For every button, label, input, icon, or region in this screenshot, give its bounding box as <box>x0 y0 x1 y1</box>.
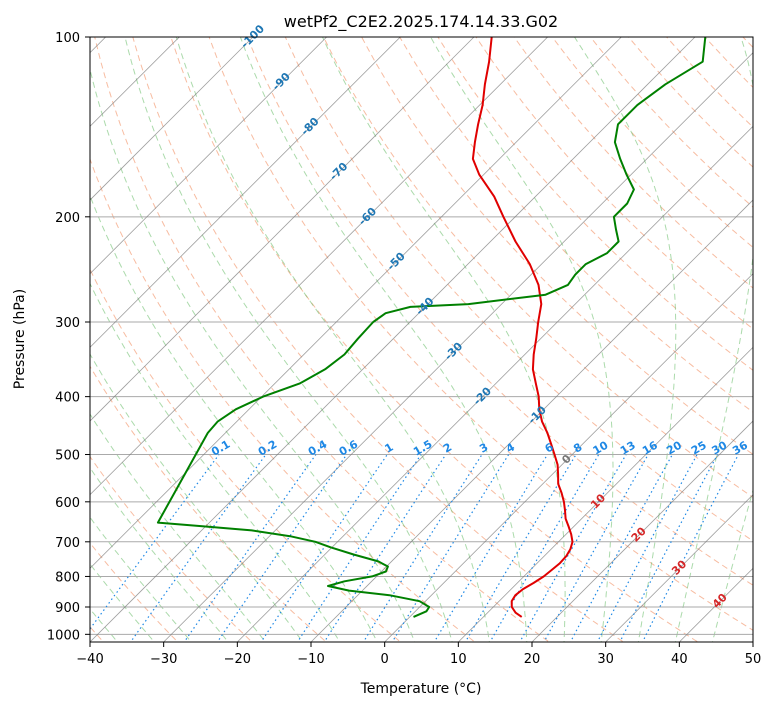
moist-adiabat <box>90 563 156 642</box>
isotherm-line <box>237 125 753 642</box>
y-tick-label: 100 <box>55 31 80 46</box>
profile-lines <box>156 37 707 618</box>
x-axis-ticks: −40 −30 −20 −10 0 10 20 30 40 50 <box>76 642 761 667</box>
x-tick-label: −30 <box>150 652 177 667</box>
isotherm-line <box>90 37 475 422</box>
plot-frame <box>89 36 754 643</box>
moist-adiabat <box>674 37 753 642</box>
y-tick-label: 600 <box>55 496 80 511</box>
dry-adiabat <box>323 37 753 498</box>
chart-title: wetPf2_C2E2.2025.174.14.33.G02 <box>284 12 558 32</box>
mixing-ratio-line <box>296 454 422 642</box>
mixing-ratio-line <box>260 454 388 642</box>
isotherm-line <box>163 52 753 642</box>
mixing-ratio-line <box>619 454 719 642</box>
isotherm-line <box>531 420 753 642</box>
isotherm-line <box>310 199 753 642</box>
mixing-ratio-line <box>464 454 577 642</box>
moist-adiabat <box>90 467 229 642</box>
isotherm-gridlines <box>90 37 753 642</box>
x-tick-label: 10 <box>450 652 467 667</box>
y-tick-label: 400 <box>55 391 80 406</box>
isotherm-line <box>605 494 753 642</box>
moist-adiabat <box>90 413 267 642</box>
moist-adiabat <box>239 37 528 642</box>
mixing-ratio-lines <box>90 454 739 642</box>
isotherm-line <box>90 37 548 496</box>
mixing-ratio-line <box>90 454 220 630</box>
x-tick-label: 40 <box>671 652 688 667</box>
y-tick-label: 700 <box>55 536 80 551</box>
isotherm-line <box>458 346 753 642</box>
moist-adiabats <box>90 37 753 642</box>
moist-adiabat <box>430 37 614 642</box>
moist-adiabat <box>322 37 566 642</box>
mixing-ratio-line <box>433 454 549 642</box>
plot-area <box>90 37 753 642</box>
y-tick-label: 200 <box>55 211 80 226</box>
x-tick-label: 20 <box>524 652 541 667</box>
moist-adiabat <box>90 67 416 642</box>
dewpoint-profile-line <box>156 37 707 618</box>
dry-adiabat <box>513 37 753 289</box>
isotherm-line <box>90 37 327 275</box>
mixing-ratio-line <box>362 454 483 642</box>
y-tick-label: 800 <box>55 570 80 585</box>
moist-adiabat <box>124 37 453 642</box>
mixing-ratio-line <box>391 454 510 642</box>
dry-adiabat <box>170 37 699 642</box>
temperature-profile-line <box>471 37 574 618</box>
dry-adiabat <box>90 455 253 642</box>
isobar-gridlines <box>90 37 753 635</box>
moist-adiabat <box>175 37 490 642</box>
mixing-ratio-line <box>183 454 317 642</box>
y-tick-label: 900 <box>55 601 80 616</box>
moist-adiabat <box>90 282 341 642</box>
x-tick-label: 30 <box>597 652 614 667</box>
isotherm-line <box>90 37 401 348</box>
mixing-ratio-line <box>489 454 600 642</box>
x-axis-label: Temperature (°C) <box>360 681 482 697</box>
dry-adiabat <box>94 37 551 642</box>
mixing-ratio-line <box>641 454 739 642</box>
y-axis-label: Pressure (hPa) <box>12 289 28 389</box>
isotherm-line <box>752 641 753 642</box>
isotherm-line <box>90 37 622 569</box>
dry-adiabat <box>246 37 753 586</box>
dry-adiabat <box>90 268 402 642</box>
x-tick-label: −10 <box>297 652 324 667</box>
y-axis-ticks: 100 200 300 400 500 600 700 800 900 1000 <box>47 31 90 643</box>
x-tick-label: −40 <box>76 652 103 667</box>
dry-adiabat <box>90 365 328 642</box>
mixing-ratio-line <box>216 454 348 642</box>
isotherm-line <box>384 273 753 642</box>
isotherm-line <box>90 37 254 201</box>
moist-adiabat <box>90 516 192 642</box>
x-tick-label: 0 <box>381 652 389 667</box>
mixing-ratio-line <box>323 454 447 642</box>
y-tick-label: 1000 <box>47 628 80 643</box>
dry-adiabat <box>284 37 753 542</box>
moist-adiabat <box>90 194 378 642</box>
mixing-ratio-line <box>519 454 627 642</box>
y-tick-label: 500 <box>55 449 80 464</box>
x-tick-label: −20 <box>224 652 251 667</box>
moist-adiabat <box>574 37 677 642</box>
y-tick-label: 300 <box>55 316 80 331</box>
isotherm-line <box>90 37 696 642</box>
x-tick-label: 50 <box>745 652 762 667</box>
